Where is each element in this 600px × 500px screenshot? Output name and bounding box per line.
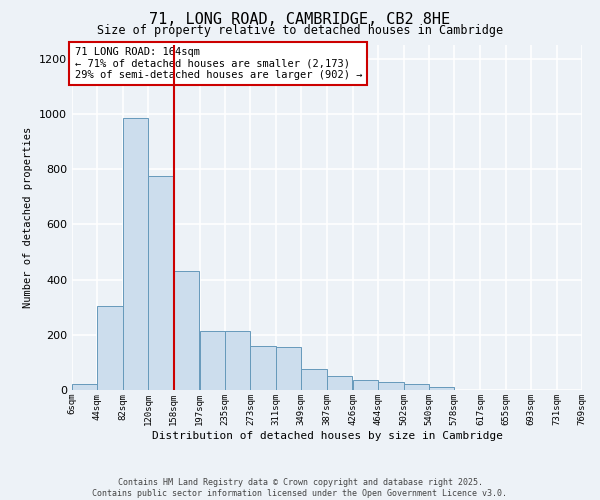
Bar [429,387,454,390]
Bar [200,330,225,390]
Bar [250,346,276,390]
Bar [173,272,199,390]
Text: Contains HM Land Registry data © Crown copyright and database right 2025.
Contai: Contains HM Land Registry data © Crown c… [92,478,508,498]
Text: 71 LONG ROAD: 164sqm
← 71% of detached houses are smaller (2,173)
29% of semi-de: 71 LONG ROAD: 164sqm ← 71% of detached h… [74,46,362,80]
Text: 71, LONG ROAD, CAMBRIDGE, CB2 8HE: 71, LONG ROAD, CAMBRIDGE, CB2 8HE [149,12,451,28]
Bar [326,376,352,390]
Bar [97,306,123,390]
Bar [404,384,429,390]
Text: Size of property relative to detached houses in Cambridge: Size of property relative to detached ho… [97,24,503,37]
Y-axis label: Number of detached properties: Number of detached properties [23,127,34,308]
X-axis label: Distribution of detached houses by size in Cambridge: Distribution of detached houses by size … [151,430,503,440]
Bar [276,347,301,390]
Bar [72,384,97,390]
Bar [378,382,404,390]
Bar [148,176,173,390]
Bar [225,330,250,390]
Bar [301,370,326,390]
Bar [123,118,148,390]
Bar [353,380,378,390]
